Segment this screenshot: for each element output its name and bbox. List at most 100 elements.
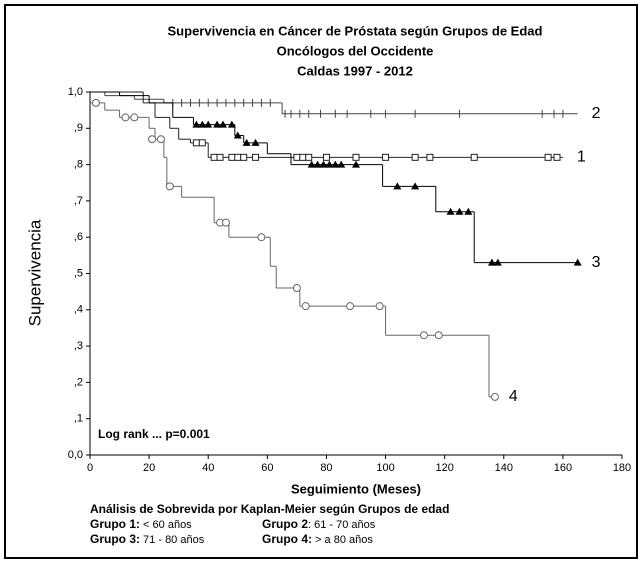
censor-mark [257,233,266,242]
censor-mark [219,120,227,128]
censor-mark [233,131,242,139]
censor-mark [490,392,499,401]
footer-heading: Análisis de Sobrevida por Kaplan-Meier s… [90,502,449,516]
censor-mark [299,153,307,161]
censor-mark [307,160,316,168]
censor-mark [337,160,346,168]
y-tick-label: ,2 [74,376,83,388]
footer-group: Grupo 4: > a 80 años [262,532,373,546]
group-text: > a 80 años [312,534,373,546]
censor-mark [544,153,552,161]
censor-mark [464,207,473,215]
censor-mark [192,139,200,147]
annotation: Log rank ... p=0.001 [98,427,210,441]
censor-mark [419,331,428,340]
censor-mark [493,258,502,266]
y-tick-label: ,7 [74,195,83,207]
censor-mark [325,160,334,168]
x-tick-label: 20 [143,462,155,474]
y-tick-label: 1,0 [68,86,83,98]
censor-mark [346,302,355,311]
chart-title: Caldas 1997 - 2012 [297,63,413,78]
censor-mark [393,182,402,190]
group-label: Grupo 3: [90,532,140,546]
censor-mark [322,153,330,161]
footer-group: Grupo 2: 61 - 70 años [262,517,376,531]
censor-mark [455,207,464,215]
censor-mark [411,182,420,190]
censor-mark [426,153,434,161]
group-label: Grupo 4: [262,532,312,546]
censor-mark [573,258,582,266]
censor-mark [192,120,201,128]
group-label: Grupo 2 [262,517,308,531]
x-axis-label: Seguimiento (Meses) [291,481,421,496]
censor-mark [227,120,236,128]
censor-mark [382,153,390,161]
censor-mark [352,153,360,161]
censor-mark [121,113,130,122]
censor-mark [204,120,213,128]
y-tick-label: ,9 [74,122,83,134]
censor-mark [156,135,165,144]
censor-mark [411,153,419,161]
x-tick-label: 0 [87,462,93,474]
y-tick-label: ,5 [74,267,83,279]
censor-mark [375,302,384,311]
censor-mark [446,207,455,215]
x-tick-label: 160 [554,462,572,474]
y-tick-label: 0,0 [68,449,83,461]
y-tick-label: ,4 [74,304,83,316]
footer-group: Grupo 3: 71 - 80 años [90,532,205,546]
censor-mark [470,153,478,161]
y-axis-label: Supervivencia [25,219,44,326]
chart-title: Oncólogos del Occidente [277,43,434,58]
frame [4,4,638,559]
censor-mark [319,160,328,168]
censor-mark [313,160,322,168]
x-tick-label: 180 [613,462,631,474]
x-tick-label: 60 [261,462,273,474]
footer-group: Grupo 1: < 60 años [90,517,192,531]
y-tick-label: ,1 [74,413,83,425]
censor-mark [252,153,260,161]
group-text: 71 - 80 años [140,534,205,546]
censor-mark [198,120,207,128]
censor-mark [487,258,496,266]
chart-title: Supervivencia en Cáncer de Próstata segú… [168,23,543,38]
censor-mark [293,153,301,161]
censor-mark [130,113,139,122]
censor-mark [234,153,242,161]
x-tick-label: 80 [320,462,332,474]
censor-mark [213,120,222,128]
censor-mark [242,138,251,146]
censor-mark [301,302,310,311]
censor-mark [553,153,561,161]
censor-mark [165,182,174,191]
x-tick-label: 100 [376,462,394,474]
censor-mark [221,218,230,227]
y-tick-label: ,6 [74,231,83,243]
censor-mark [91,98,100,107]
group-text: : 61 - 70 años [308,519,376,531]
x-tick-label: 140 [495,462,513,474]
censor-mark [305,153,313,161]
censor-mark [251,138,260,146]
series-label: 1 [577,149,586,166]
y-tick-label: ,8 [74,159,83,171]
censor-mark [331,160,340,168]
censor-mark [434,331,443,340]
censor-mark [216,153,224,161]
censor-mark [228,153,236,161]
censor-mark [292,284,301,293]
x-tick-label: 120 [435,462,453,474]
series-label: 4 [509,388,518,405]
y-tick-label: ,3 [74,340,83,352]
group-label: Grupo 1: [90,517,140,531]
censor-mark [198,139,206,147]
x-tick-label: 40 [202,462,214,474]
series-label: 2 [592,105,601,122]
series-label: 3 [592,254,601,271]
censor-mark [240,153,248,161]
